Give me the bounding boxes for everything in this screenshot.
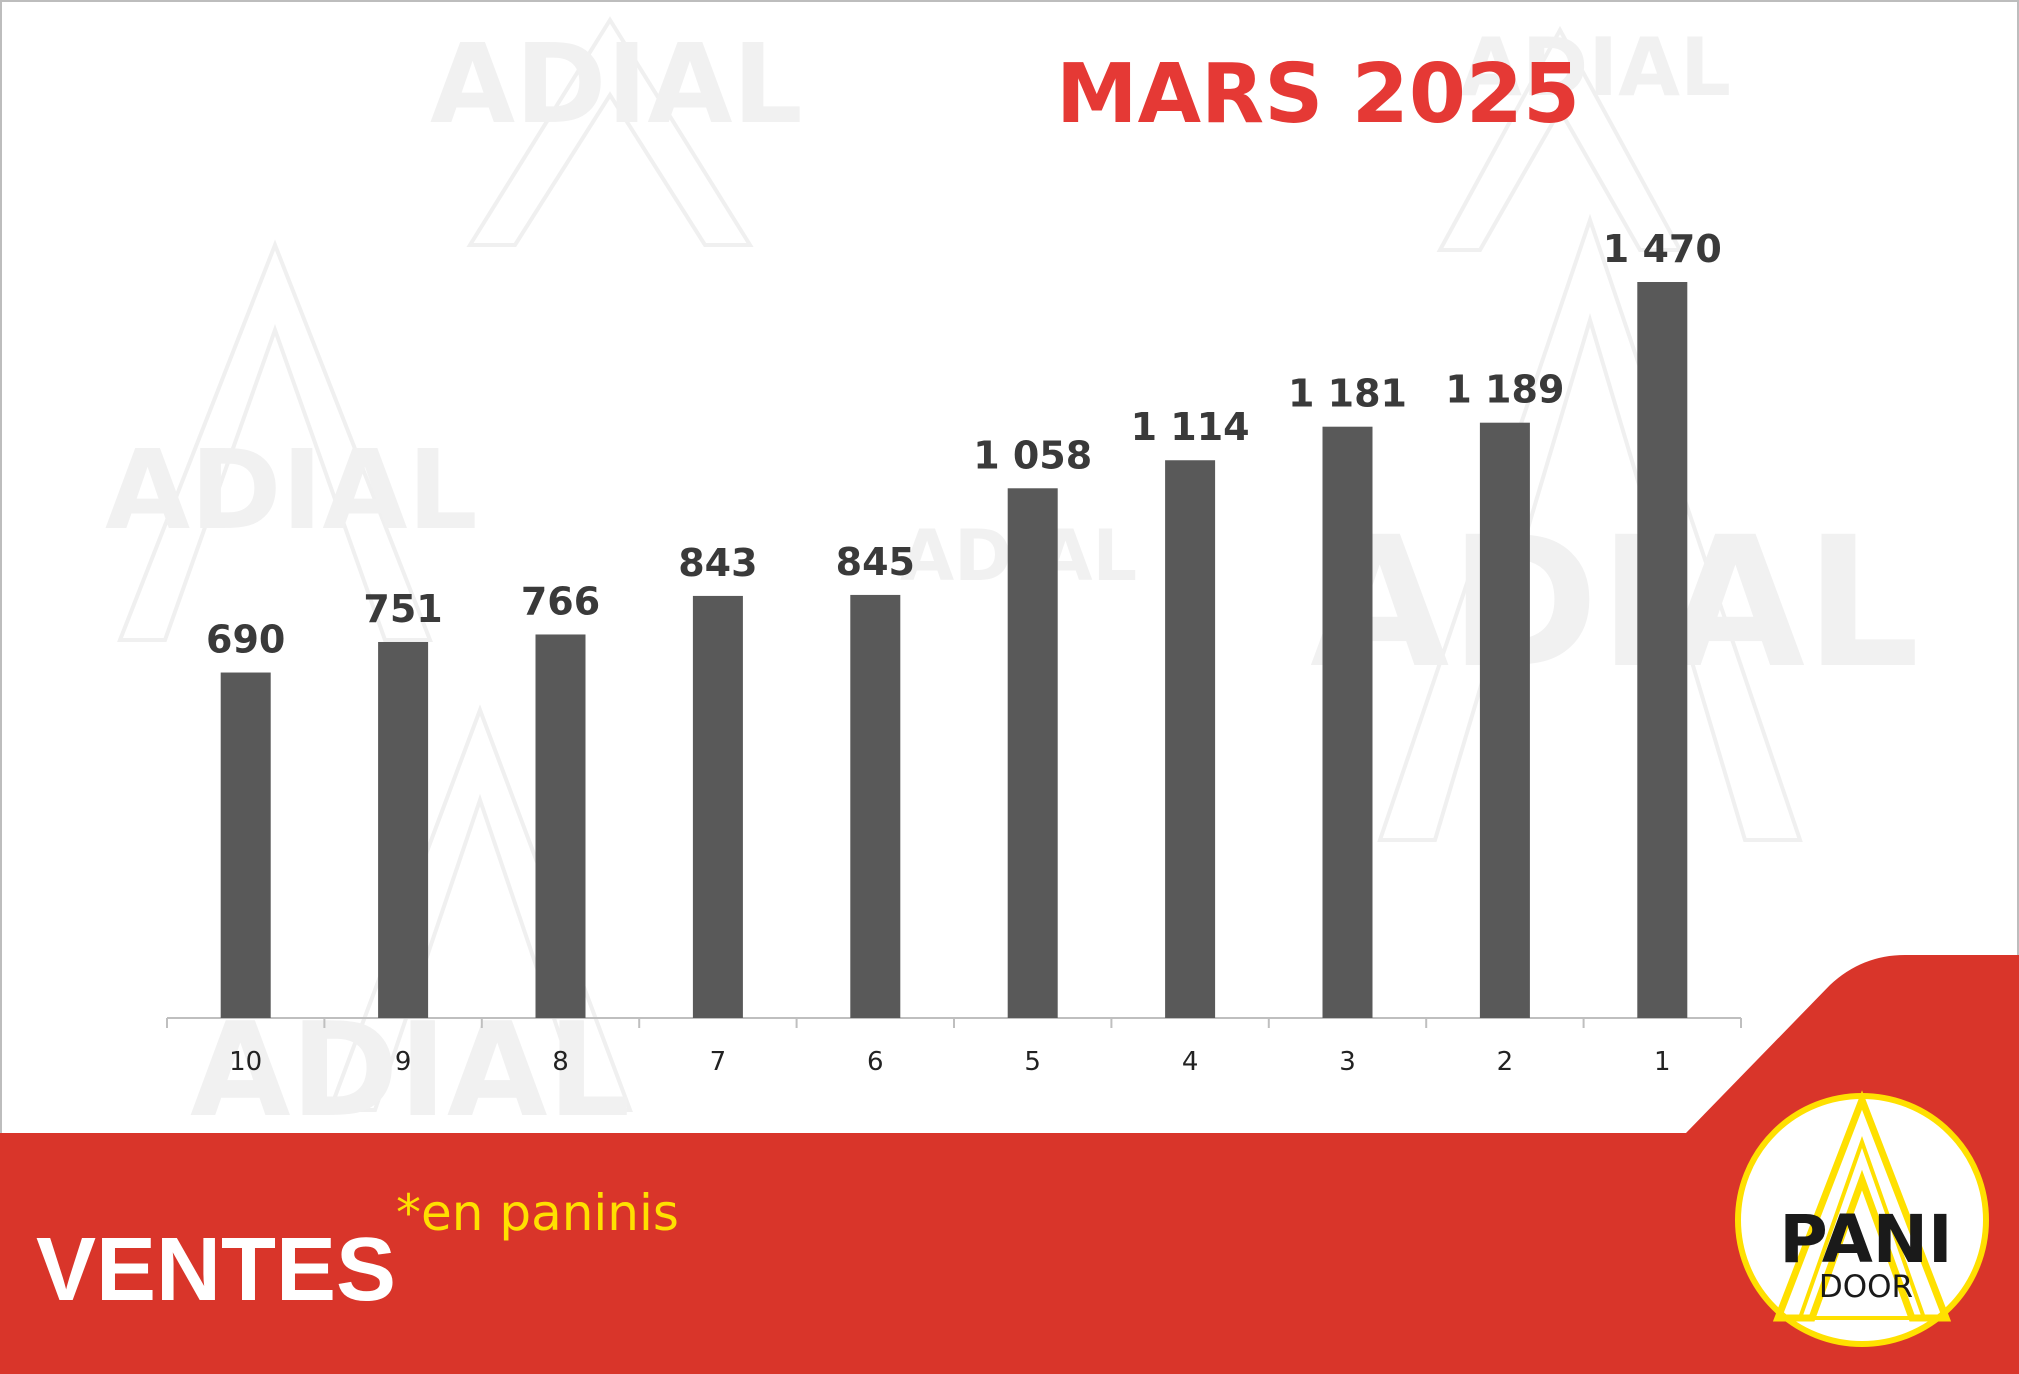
bar xyxy=(692,595,743,1018)
bar-value-label: 1 181 xyxy=(1288,372,1407,416)
bar xyxy=(535,634,586,1018)
watermark-text: ADIAL xyxy=(190,994,630,1146)
watermark-layer: ADIAL ADIAL ADIAL ADIAL ADIAL ADIAL xyxy=(105,16,1920,1146)
watermark-text: ADIAL xyxy=(430,20,803,148)
logo-text-door: DOOR xyxy=(1819,1269,1913,1305)
footer-note: *en paninis xyxy=(396,1184,679,1242)
panidoor-logo: PANI DOOR xyxy=(1735,1090,1989,1347)
watermark-text: ADIAL xyxy=(1460,21,1731,114)
x-tick-label: 9 xyxy=(395,1047,412,1077)
footer-band xyxy=(0,955,2019,1374)
footer-label: VENTES xyxy=(36,1220,396,1320)
bar-value-label: 690 xyxy=(206,618,285,662)
watermark-text: ADIAL xyxy=(1310,499,1920,708)
x-tick-label: 7 xyxy=(710,1047,727,1077)
logo-text-pani: PANI xyxy=(1779,1201,1952,1278)
chart-title: MARS 2025 xyxy=(1056,47,1580,142)
bar-value-label: 751 xyxy=(363,587,442,631)
x-tick-label: 8 xyxy=(552,1047,569,1077)
watermark-text: ADIAL xyxy=(105,426,478,554)
x-tick-label: 5 xyxy=(1024,1047,1041,1077)
x-tick-label: 6 xyxy=(867,1047,884,1077)
bar xyxy=(1479,422,1530,1018)
x-tick-label: 1 xyxy=(1654,1047,1671,1077)
bar xyxy=(1637,282,1688,1018)
bar-value-label: 1 058 xyxy=(973,433,1092,477)
x-tick-label: 10 xyxy=(229,1047,262,1077)
bar-value-label: 1 114 xyxy=(1131,405,1250,449)
bar xyxy=(850,594,901,1018)
x-tick-label: 2 xyxy=(1497,1047,1514,1077)
x-tick-label: 4 xyxy=(1182,1047,1199,1077)
bar-value-label: 1 189 xyxy=(1445,368,1564,412)
plot-area: 690 10 751 9 766 8 843 7 845 6 1 058 5 1 114 4 1 181 3 1… xyxy=(166,227,1742,1077)
bar-value-label: 845 xyxy=(836,540,915,584)
bar-value-label: 843 xyxy=(678,541,757,585)
bar xyxy=(1165,460,1216,1018)
bar-value-label: 766 xyxy=(521,579,600,623)
bar xyxy=(1007,488,1058,1018)
x-tick-label: 3 xyxy=(1339,1047,1356,1077)
bar xyxy=(378,641,429,1018)
bar xyxy=(220,672,271,1018)
bar xyxy=(1322,426,1373,1018)
bar-value-label: 1 470 xyxy=(1603,227,1722,271)
